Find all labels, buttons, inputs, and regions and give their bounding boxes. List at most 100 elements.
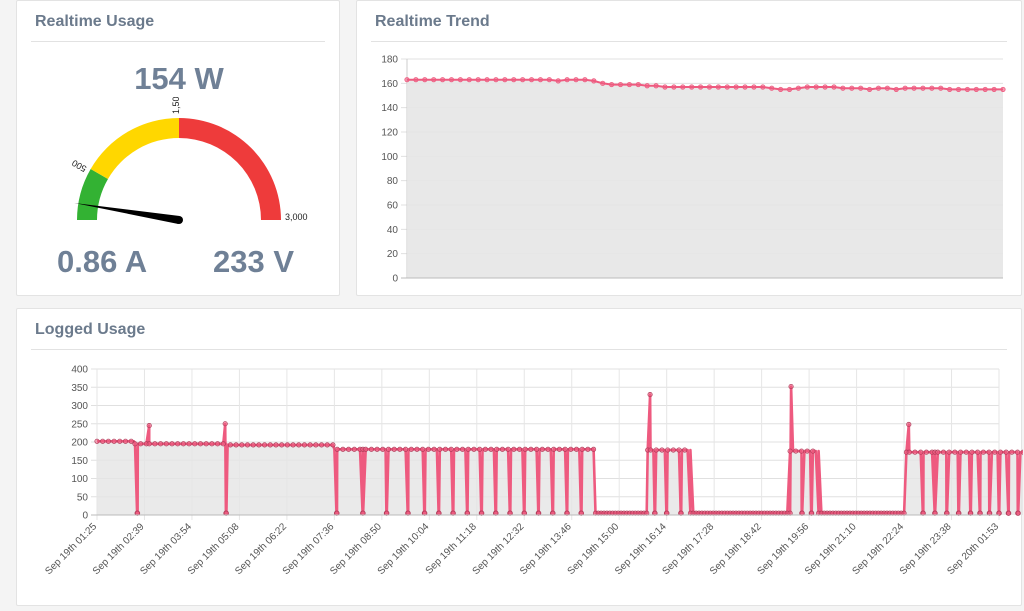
trend-y-tick-label: 120 — [381, 128, 398, 139]
logged-point — [986, 449, 992, 455]
logged-point — [940, 449, 947, 455]
logged-point — [647, 391, 653, 398]
trend-point — [804, 84, 810, 90]
logged-point — [408, 446, 414, 452]
logged-y-tick-label: 100 — [71, 474, 88, 485]
logged-point — [906, 449, 912, 455]
realtime-trend-card: Realtime Trend 0 20 40 60 80 100 120 140 160 180 — [356, 0, 1022, 296]
logged-point — [556, 446, 562, 452]
logged-point — [585, 446, 591, 452]
logged-point — [568, 446, 574, 452]
title-divider — [31, 41, 325, 42]
logged-point — [233, 442, 239, 448]
trend-point — [608, 81, 615, 88]
logged-point — [1006, 510, 1012, 516]
logged-y-tick-label: 350 — [71, 383, 88, 394]
logged-point — [437, 446, 443, 452]
logged-usage-card: Logged Usage 0 50 100 150 200 250 300 350 400 Sep… — [16, 308, 1023, 606]
trend-point — [973, 86, 979, 93]
logged-point — [1003, 449, 1009, 455]
trend-point — [929, 85, 935, 91]
logged-point — [534, 446, 540, 452]
realtime-trend-chart: 0 20 40 60 80 100 120 140 160 180 — [381, 55, 1006, 285]
logged-point — [330, 442, 336, 448]
logged-point — [128, 438, 134, 444]
trend-y-tick-label: 160 — [381, 79, 398, 90]
logged-point — [787, 448, 793, 454]
logged-point — [804, 448, 810, 454]
trend-point — [893, 86, 899, 93]
logged-point — [296, 442, 302, 448]
logged-point — [334, 446, 340, 452]
logged-point — [975, 449, 981, 455]
title-divider — [371, 41, 1007, 42]
trend-point — [493, 77, 499, 83]
logged-point — [397, 446, 403, 452]
trend-point — [697, 84, 704, 90]
trend-point — [404, 77, 410, 83]
trend-point — [822, 84, 828, 90]
logged-point — [340, 446, 346, 452]
trend-point — [448, 77, 455, 83]
trend-point — [706, 84, 713, 90]
logged-point — [505, 446, 511, 452]
logged-point — [284, 442, 290, 448]
logged-point — [494, 446, 500, 452]
trend-point — [938, 85, 944, 91]
logged-point — [923, 449, 929, 455]
power-gauge: 500 1,500 3,000 — [70, 97, 308, 224]
logged-usage-title: Logged Usage — [35, 321, 146, 338]
logged-point — [346, 446, 352, 452]
logged-y-tick-label: 200 — [71, 438, 88, 449]
logged-point — [963, 449, 969, 455]
title-divider — [31, 349, 1007, 350]
trend-area — [407, 79, 1003, 278]
trend-point — [431, 77, 437, 83]
logged-point — [906, 421, 912, 428]
trend-point — [671, 84, 677, 90]
trend-point — [778, 86, 784, 93]
logged-point — [256, 442, 262, 448]
trend-y-tick-label: 100 — [381, 152, 398, 163]
trend-point — [555, 78, 561, 84]
logged-y-tick-label: 250 — [71, 419, 88, 430]
logged-point — [545, 446, 551, 452]
logged-point — [94, 438, 100, 444]
realtime-trend-title: Realtime Trend — [375, 13, 490, 30]
logged-point — [676, 447, 682, 453]
trend-point — [537, 77, 544, 83]
trend-point — [751, 84, 757, 90]
logged-point — [1015, 510, 1021, 516]
trend-point — [475, 77, 481, 83]
logged-point — [180, 441, 186, 447]
logged-y-tick-label: 0 — [82, 511, 88, 522]
trend-y-tick-label: 80 — [387, 176, 399, 187]
logged-point — [158, 441, 164, 447]
logged-point — [146, 441, 152, 447]
logged-point — [551, 446, 557, 452]
logged-point — [682, 447, 688, 453]
trend-point — [689, 84, 695, 90]
logged-point — [197, 441, 204, 447]
logged-point — [522, 446, 528, 452]
logged-point — [912, 449, 918, 455]
logged-point — [573, 446, 580, 452]
logged-point — [798, 448, 805, 454]
logged-point — [665, 447, 671, 453]
trend-point — [840, 85, 846, 91]
logged-point — [220, 441, 226, 447]
logged-point — [262, 442, 268, 448]
logged-point — [203, 441, 209, 447]
logged-point — [425, 446, 431, 452]
trend-point — [644, 83, 650, 89]
logged-point — [957, 449, 964, 455]
logged-point — [169, 441, 175, 447]
logged-point — [391, 446, 397, 452]
logged-point — [477, 446, 483, 452]
logged-point — [659, 447, 665, 453]
logged-point — [301, 442, 308, 448]
trend-y-tick-label: 140 — [381, 103, 398, 114]
trend-point — [617, 81, 624, 88]
logged-point — [935, 449, 941, 455]
logged-point — [442, 446, 449, 452]
